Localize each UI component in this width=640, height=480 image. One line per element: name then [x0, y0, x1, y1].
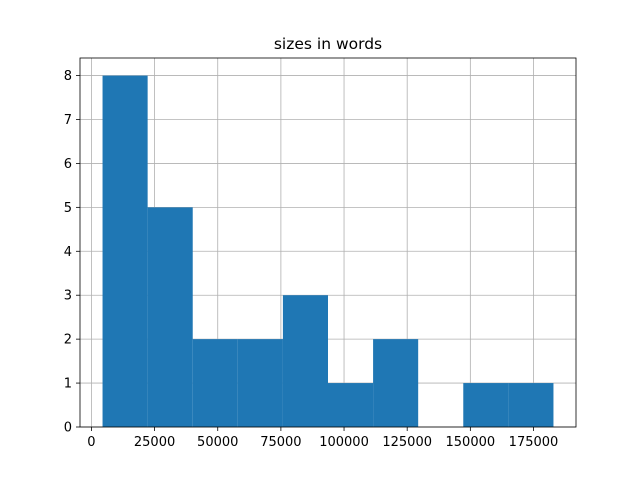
bar-layer: [102, 75, 554, 428]
y-tick-label: 1: [64, 377, 72, 392]
bar: [147, 207, 193, 427]
x-tick-label: 175000: [509, 435, 559, 450]
bar: [237, 339, 283, 427]
y-tick-label: 5: [64, 201, 72, 216]
bar: [463, 383, 509, 427]
x-tick-label: 25000: [134, 435, 175, 450]
x-tick-label: 125000: [382, 435, 432, 450]
x-tick-label: 50000: [197, 435, 238, 450]
y-tick-label: 4: [64, 245, 72, 260]
y-tick-label: 3: [64, 289, 72, 304]
y-tick-label: 6: [64, 157, 72, 172]
bar: [102, 75, 148, 428]
tick-layer: 0 1 2 3 4 5 6 7 8 0 25000 50000 75000 100000 125000 150…: [64, 69, 559, 450]
y-tick-label: 8: [64, 69, 72, 84]
x-tick-label: 100000: [319, 435, 369, 450]
bar: [373, 339, 419, 427]
x-tick-label: 0: [87, 435, 95, 450]
y-tick-label: 2: [64, 333, 72, 348]
x-tick-label: 150000: [446, 435, 496, 450]
axes-frame: [79, 57, 577, 428]
y-tick-label: 7: [64, 113, 72, 128]
bar: [508, 383, 554, 427]
y-tick-label: 0: [64, 421, 72, 436]
bar: [328, 383, 374, 427]
bar: [192, 339, 238, 427]
x-tick-label: 75000: [260, 435, 301, 450]
chart-title: sizes in words: [274, 35, 382, 53]
bar: [282, 295, 328, 427]
